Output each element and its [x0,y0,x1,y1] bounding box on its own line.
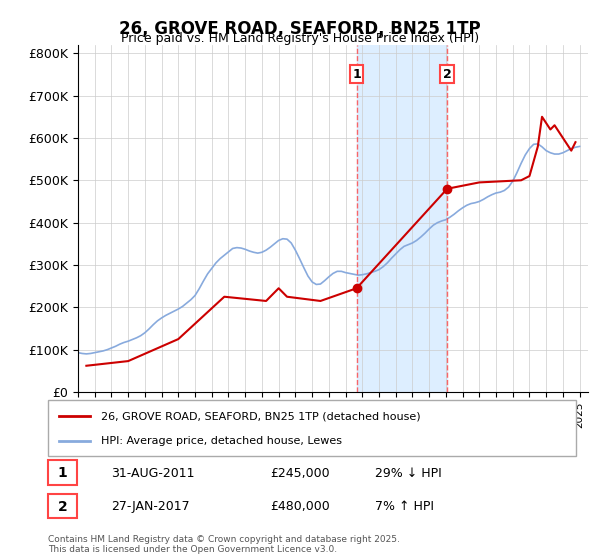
Text: 7% ↑ HPI: 7% ↑ HPI [376,500,434,514]
Text: HPI: Average price, detached house, Lewes: HPI: Average price, detached house, Lewe… [101,436,342,446]
Text: Price paid vs. HM Land Registry's House Price Index (HPI): Price paid vs. HM Land Registry's House … [121,32,479,45]
Text: 26, GROVE ROAD, SEAFORD, BN25 1TP: 26, GROVE ROAD, SEAFORD, BN25 1TP [119,20,481,38]
Text: 29% ↓ HPI: 29% ↓ HPI [376,467,442,480]
Text: £480,000: £480,000 [270,500,329,514]
Text: 2: 2 [58,500,68,514]
Text: Contains HM Land Registry data © Crown copyright and database right 2025.
This d: Contains HM Land Registry data © Crown c… [48,535,400,554]
Bar [356,45,447,392]
Text: £245,000: £245,000 [270,467,329,480]
Text: 1: 1 [352,68,361,81]
FancyBboxPatch shape [48,494,77,519]
Text: 1: 1 [58,466,68,480]
Text: 31-AUG-2011: 31-AUG-2011 [112,467,195,480]
Text: 2: 2 [443,68,452,81]
Text: 27-JAN-2017: 27-JAN-2017 [112,500,190,514]
FancyBboxPatch shape [48,460,77,485]
Text: 26, GROVE ROAD, SEAFORD, BN25 1TP (detached house): 26, GROVE ROAD, SEAFORD, BN25 1TP (detac… [101,411,421,421]
FancyBboxPatch shape [48,400,576,456]
